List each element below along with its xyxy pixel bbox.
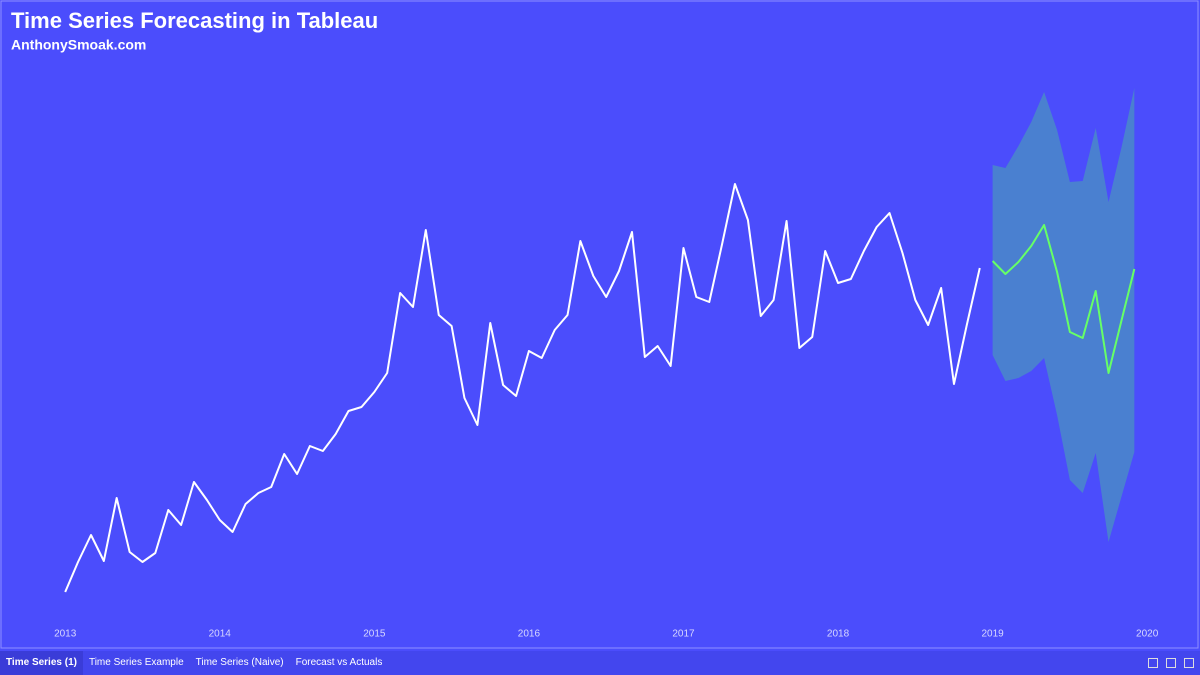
chart: Time Series Forecasting in Tableau Antho… <box>0 0 1199 649</box>
forecast-line <box>991 224 1136 374</box>
icon[interactable] <box>1184 658 1194 668</box>
view-icons <box>1148 658 1194 668</box>
x-tick-label: 2016 <box>518 629 541 640</box>
icon[interactable] <box>1166 658 1176 668</box>
x-tick-label: 2014 <box>209 629 232 640</box>
x-tick-label: 2017 <box>672 629 695 640</box>
sheet-tabs: Time Series (1) Time Series Example Time S… <box>0 651 1200 675</box>
x-tick-label: 2019 <box>981 629 1004 640</box>
chart-title: Time Series Forecasting in Tableau <box>11 8 378 33</box>
actual-line <box>64 183 981 593</box>
sheet-tab[interactable]: Forecast vs Actuals <box>295 657 383 668</box>
sheet-tab[interactable]: Time Series Example <box>88 657 184 668</box>
x-tick-label: 2018 <box>827 629 850 640</box>
sheet-tab[interactable]: Time Series (Naive) <box>195 657 284 668</box>
x-tick-label: 2013 <box>54 629 77 640</box>
x-tick-label: 2015 <box>363 629 386 640</box>
icon[interactable] <box>1148 658 1158 668</box>
chart-subtitle: AnthonySmoak.com <box>11 37 146 53</box>
forecast-band <box>992 88 1135 542</box>
x-tick-label: 2020 <box>1136 629 1159 640</box>
sheet-tab[interactable]: Time Series (1) <box>0 651 83 675</box>
